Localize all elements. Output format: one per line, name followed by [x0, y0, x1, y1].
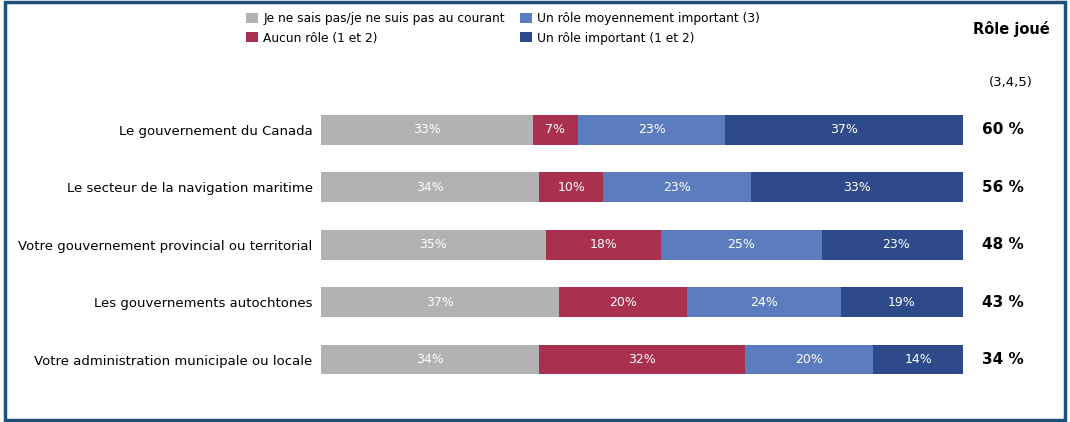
Text: Rôle joué: Rôle joué [973, 21, 1050, 37]
Text: 34%: 34% [416, 353, 444, 366]
Text: 56 %: 56 % [982, 180, 1024, 195]
Bar [321, 345, 539, 374]
Bar [559, 287, 687, 317]
Bar [321, 287, 559, 317]
Text: 48 %: 48 % [982, 237, 1024, 252]
Text: 18%: 18% [590, 238, 617, 251]
Text: 7%: 7% [546, 124, 565, 136]
Text: 23%: 23% [882, 238, 910, 251]
Text: 24%: 24% [750, 296, 778, 308]
Text: 25%: 25% [728, 238, 755, 251]
Bar [321, 115, 533, 145]
Text: 60 %: 60 % [982, 122, 1024, 138]
Bar [533, 115, 578, 145]
Text: 19%: 19% [888, 296, 916, 308]
Text: 33%: 33% [843, 181, 871, 194]
Bar [725, 115, 963, 145]
Text: 33%: 33% [413, 124, 441, 136]
Text: 37%: 37% [426, 296, 454, 308]
Text: 43 %: 43 % [982, 295, 1024, 310]
Text: 10%: 10% [557, 181, 585, 194]
Text: 14%: 14% [904, 353, 932, 366]
Bar [578, 115, 725, 145]
Bar [841, 287, 963, 317]
Bar [745, 345, 873, 374]
Text: 20%: 20% [795, 353, 823, 366]
Text: 23%: 23% [638, 124, 666, 136]
Bar [661, 230, 822, 260]
Text: 23%: 23% [663, 181, 691, 194]
Bar [539, 173, 603, 202]
Text: 20%: 20% [609, 296, 637, 308]
Text: 34%: 34% [416, 181, 444, 194]
Bar [546, 230, 661, 260]
Bar [687, 287, 841, 317]
Bar [751, 173, 963, 202]
Text: 37%: 37% [830, 124, 858, 136]
Bar [321, 230, 546, 260]
Bar [603, 173, 751, 202]
Bar [539, 345, 745, 374]
Text: 35%: 35% [419, 238, 447, 251]
Bar [822, 230, 969, 260]
Text: 34 %: 34 % [982, 352, 1024, 367]
Legend: Je ne sais pas/je ne suis pas au courant, Aucun rôle (1 et 2), Un rôle moyenneme: Je ne sais pas/je ne suis pas au courant… [246, 12, 760, 45]
Text: (3,4,5): (3,4,5) [989, 76, 1034, 89]
Bar [873, 345, 963, 374]
Text: 32%: 32% [628, 353, 656, 366]
Bar [321, 173, 539, 202]
